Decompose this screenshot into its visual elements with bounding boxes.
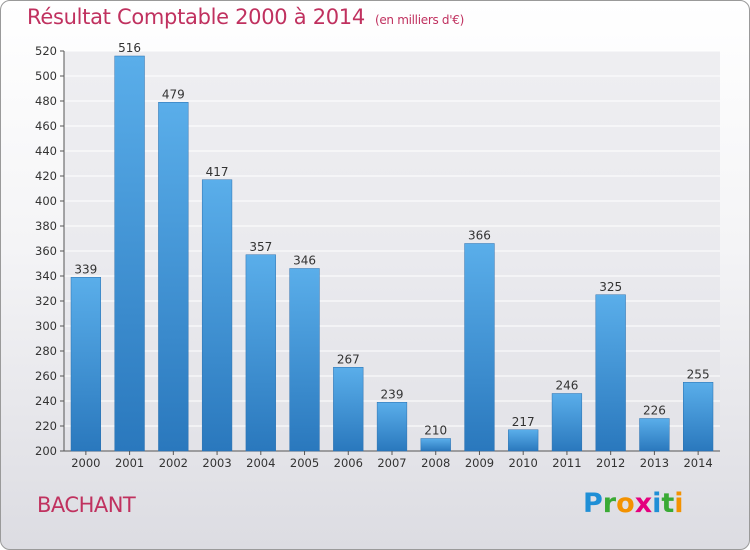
- x-tick-label: 2009: [465, 456, 494, 470]
- data-label: 267: [337, 352, 360, 366]
- bar: [201, 179, 233, 452]
- y-tick-label: 380: [35, 219, 57, 233]
- y-tick-label: 520: [35, 44, 57, 58]
- y-tick-label: 300: [35, 319, 57, 333]
- y-tick-label: 320: [35, 294, 57, 308]
- bar: [289, 268, 320, 452]
- proxiti-logo: Proxiti: [583, 488, 684, 519]
- data-label: 339: [74, 262, 97, 276]
- bar: [333, 367, 364, 452]
- y-tick-label: 340: [35, 269, 57, 283]
- x-tick-label: 2005: [290, 456, 319, 470]
- y-tick-label: 200: [35, 444, 57, 458]
- bar: [464, 243, 495, 452]
- y-tick-label: 440: [35, 144, 57, 158]
- y-tick-label: 420: [35, 169, 57, 183]
- y-tick-label: 360: [35, 244, 57, 258]
- logo-letter: P: [583, 488, 603, 519]
- logo-letter: t: [661, 488, 675, 519]
- data-label: 255: [687, 367, 710, 381]
- y-tick-label: 260: [35, 369, 57, 383]
- data-label: 516: [118, 41, 141, 55]
- x-tick-label: 2004: [246, 456, 275, 470]
- bar: [639, 418, 670, 452]
- logo-letter: i: [652, 488, 662, 519]
- data-label: 479: [162, 87, 185, 101]
- bar: [158, 102, 189, 452]
- bar: [245, 254, 276, 452]
- data-label: 325: [599, 280, 622, 294]
- x-tick-label: 2003: [202, 456, 231, 470]
- chart-title: Résultat Comptable 2000 à 2014 (en millie…: [27, 5, 464, 29]
- bar: [683, 382, 714, 452]
- bar: [376, 402, 408, 452]
- y-tick-label: 460: [35, 119, 57, 133]
- logo-letter: i: [674, 488, 684, 519]
- logo-letter: x: [634, 488, 653, 519]
- x-tick-label: 2000: [71, 456, 100, 470]
- bar: [70, 277, 101, 452]
- y-tick-label: 400: [35, 194, 57, 208]
- y-tick-label: 280: [35, 344, 57, 358]
- x-tick-label: 2011: [552, 456, 581, 470]
- data-label: 417: [206, 165, 229, 179]
- x-tick-label: 2014: [683, 456, 712, 470]
- bar: [420, 438, 451, 452]
- x-tick-label: 2013: [640, 456, 669, 470]
- data-label: 246: [555, 379, 578, 393]
- y-tick-label: 500: [35, 69, 57, 83]
- x-tick-label: 2007: [377, 456, 406, 470]
- y-tick-label: 240: [35, 394, 57, 408]
- x-tick-label: 2001: [115, 456, 144, 470]
- bar: [551, 393, 583, 452]
- logo-letter: r: [602, 488, 617, 519]
- y-tick-label: 480: [35, 94, 57, 108]
- data-label: 357: [249, 240, 272, 254]
- x-tick-label: 2006: [334, 456, 363, 470]
- bar: [114, 55, 145, 452]
- data-label: 239: [381, 387, 404, 401]
- data-label: 226: [643, 404, 666, 418]
- bar: [595, 294, 626, 452]
- bar: [508, 429, 539, 452]
- x-tick-label: 2008: [421, 456, 450, 470]
- x-tick-label: 2012: [596, 456, 625, 470]
- data-label: 366: [468, 229, 491, 243]
- logo-letter: o: [616, 488, 635, 519]
- data-label: 217: [512, 415, 535, 429]
- data-label: 346: [293, 254, 316, 268]
- title-text: Résultat Comptable 2000 à 2014: [27, 5, 365, 29]
- data-label: 210: [424, 424, 447, 438]
- y-tick-label: 220: [35, 419, 57, 433]
- x-tick-label: 2010: [509, 456, 538, 470]
- title-unit: (en milliers d'€): [374, 13, 464, 27]
- x-tick-label: 2002: [159, 456, 188, 470]
- town-name: BACHANT: [37, 493, 136, 517]
